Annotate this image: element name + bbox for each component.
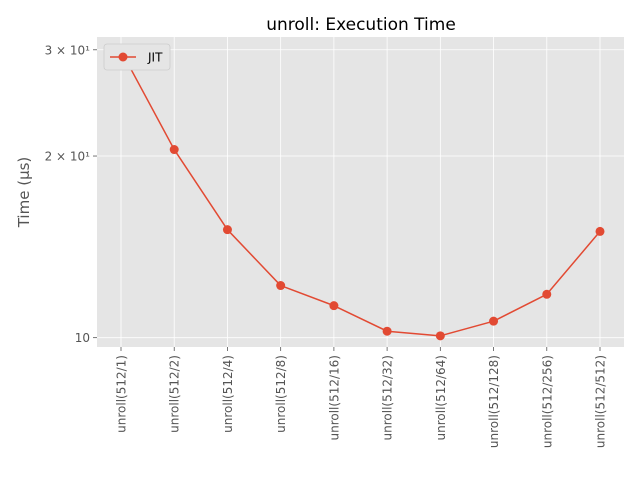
x-tick-label: unroll(512/512) xyxy=(594,355,608,448)
data-point xyxy=(329,301,339,311)
x-axis-ticks: unroll(512/1) unroll(512/2) unroll(512/4) u… xyxy=(115,347,608,448)
legend: JIT xyxy=(103,43,171,71)
legend-box xyxy=(103,43,171,71)
chart-title: unroll: Execution Time xyxy=(266,15,456,35)
y-tick-label: 10 xyxy=(75,331,90,345)
data-point xyxy=(595,226,605,236)
data-point xyxy=(435,331,445,341)
x-tick-label: unroll(512/4) xyxy=(221,355,235,433)
data-point xyxy=(276,281,286,291)
legend-label: JIT xyxy=(147,51,163,65)
y-tick-label: 2 × 10¹ xyxy=(45,150,91,164)
y-tick-label: 3 × 10¹ xyxy=(45,43,91,57)
series-jit xyxy=(116,46,605,341)
plot-area xyxy=(97,37,624,347)
data-point xyxy=(169,145,179,155)
data-point xyxy=(489,316,499,326)
legend-marker-swatch xyxy=(118,52,128,62)
x-tick-label: unroll(512/64) xyxy=(434,355,448,440)
data-point xyxy=(382,326,392,336)
x-tick-label: unroll(512/8) xyxy=(274,355,288,433)
x-tick-label: unroll(512/1) xyxy=(115,355,129,433)
x-tick-label: unroll(512/256) xyxy=(540,355,554,448)
x-tick-label: unroll(512/128) xyxy=(487,355,501,448)
x-tick-label: unroll(512/32) xyxy=(381,355,395,440)
grid-lines xyxy=(97,37,624,347)
y-axis-ticks: 10 2 × 10¹ 3 × 10¹ xyxy=(45,43,97,345)
data-point xyxy=(542,289,552,299)
x-tick-label: unroll(512/2) xyxy=(168,355,182,433)
data-point xyxy=(222,225,232,235)
y-axis-label: Time (µs) xyxy=(15,157,33,229)
x-tick-label: unroll(512/16) xyxy=(327,355,341,440)
series-line xyxy=(120,50,601,337)
